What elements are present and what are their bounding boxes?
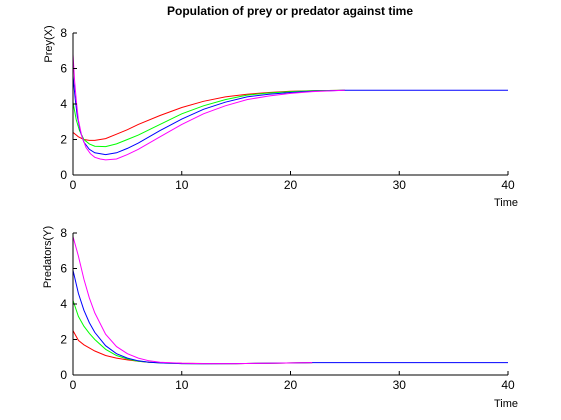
figure-title: Population of prey or predator against t… bbox=[167, 4, 413, 18]
prey-series-line-2 bbox=[72, 89, 345, 148]
prey-x-tick-label: 20 bbox=[284, 178, 298, 192]
prey-x-ticks: 0 10 20 30 40 bbox=[70, 171, 515, 192]
prey-plot-area bbox=[73, 33, 508, 175]
predator-x-tick-label: 30 bbox=[393, 378, 407, 392]
prey-axes: 0 10 20 30 40 0 2 4 6 8 Time Prey(X) bbox=[43, 25, 518, 209]
predator-y-tick-label: 0 bbox=[60, 368, 67, 382]
prey-x-tick-label: 30 bbox=[393, 178, 407, 192]
prey-y-tick-label: 8 bbox=[60, 26, 67, 40]
predator-series-line-4 bbox=[72, 236, 313, 365]
predator-x-tick-label: 20 bbox=[284, 378, 298, 392]
prey-x-tick-label: 10 bbox=[175, 178, 189, 192]
prey-series-line-4 bbox=[72, 54, 345, 161]
predator-y-ticks: 0 2 4 6 8 bbox=[60, 226, 77, 382]
prey-y-tick-label: 6 bbox=[60, 62, 67, 76]
prey-y-label: Prey(X) bbox=[43, 25, 55, 62]
predator-x-tick-label: 40 bbox=[501, 378, 515, 392]
prey-y-tick-label: 2 bbox=[60, 133, 67, 147]
predator-y-tick-label: 8 bbox=[60, 226, 67, 240]
predator-axes: 0 10 20 30 40 0 2 4 6 8 Time Predators(Y) bbox=[42, 226, 518, 410]
predator-x-ticks: 0 10 20 30 40 bbox=[70, 371, 515, 392]
predator-x-label: Time bbox=[494, 398, 518, 410]
predator-y-tick-label: 2 bbox=[60, 333, 67, 347]
prey-x-label: Time bbox=[494, 197, 518, 209]
predator-x-tick-label: 10 bbox=[175, 378, 189, 392]
predator-y-tick-label: 4 bbox=[60, 297, 67, 311]
predator-y-tick-label: 6 bbox=[60, 262, 67, 276]
predator-plot-area bbox=[73, 233, 508, 375]
prey-y-tick-label: 4 bbox=[60, 97, 67, 111]
prey-y-ticks: 0 2 4 6 8 bbox=[60, 26, 77, 182]
predator-x-tick-label: 0 bbox=[70, 378, 77, 392]
prey-x-tick-label: 0 bbox=[70, 178, 77, 192]
prey-series-group bbox=[72, 54, 508, 161]
prey-x-tick-label: 40 bbox=[501, 178, 515, 192]
predator-y-label: Predators(Y) bbox=[42, 226, 54, 288]
prey-y-tick-label: 0 bbox=[60, 168, 67, 182]
predator-series-group bbox=[72, 236, 508, 365]
